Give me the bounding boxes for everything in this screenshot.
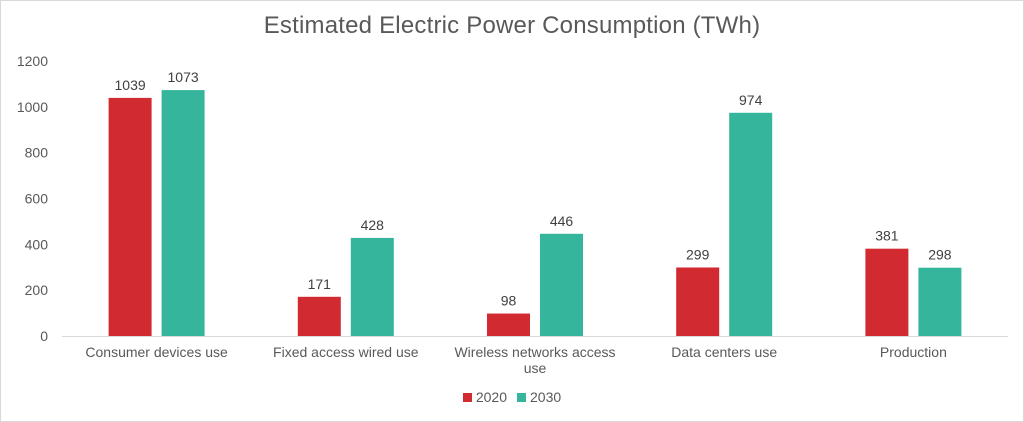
x-category-label: Data centers use xyxy=(671,344,777,360)
bar-2020-4 xyxy=(676,267,720,336)
data-label-2030-3: 446 xyxy=(550,213,574,229)
y-tick-label: 400 xyxy=(25,236,49,252)
y-tick-label: 0 xyxy=(40,328,48,344)
legend-item-2020: 2020 xyxy=(462,389,507,405)
y-tick-label: 200 xyxy=(25,282,49,298)
legend-swatch xyxy=(462,392,472,402)
bar-2030-4 xyxy=(729,112,773,337)
legend-item-2030: 2030 xyxy=(517,389,561,405)
x-category-label: Wireless networks access xyxy=(454,344,615,360)
y-tick-label: 1000 xyxy=(17,99,48,115)
y-tick-label: 800 xyxy=(25,145,49,161)
x-category-label: Consumer devices use xyxy=(85,344,228,360)
bar-2020-3 xyxy=(487,313,530,336)
x-category-label: Production xyxy=(880,344,947,360)
data-label-2020-1: 1039 xyxy=(115,77,146,93)
bar-2020-1 xyxy=(108,97,152,336)
bar-2030-1 xyxy=(161,90,205,337)
data-label-2020-5: 381 xyxy=(875,228,899,244)
y-tick-label: 1200 xyxy=(17,53,48,69)
chart-title: Estimated Electric Power Consumption (TW… xyxy=(263,12,761,39)
bar-2030-3 xyxy=(540,233,583,336)
x-category-label: use xyxy=(524,360,547,376)
legend-label: 2020 xyxy=(475,389,507,405)
bar-2020-2 xyxy=(297,296,341,336)
chart-legend: 2020 2030 xyxy=(0,389,1024,405)
data-label-2030-4: 974 xyxy=(739,92,763,108)
bar-2020-5 xyxy=(865,248,909,336)
data-label-2030-5: 298 xyxy=(928,247,952,263)
data-label-2020-2: 171 xyxy=(308,276,332,292)
data-label-2030-2: 428 xyxy=(361,217,385,233)
data-label-2030-1: 1073 xyxy=(168,69,199,85)
y-tick-label: 600 xyxy=(25,191,49,207)
legend-label: 2030 xyxy=(530,389,562,405)
bar-2030-5 xyxy=(918,267,962,336)
data-label-2020-3: 98 xyxy=(501,293,517,309)
legend-swatch xyxy=(517,392,526,402)
x-category-label: Fixed access wired use xyxy=(273,344,419,360)
data-label-2020-4: 299 xyxy=(686,246,710,262)
bar-2030-2 xyxy=(350,237,394,336)
